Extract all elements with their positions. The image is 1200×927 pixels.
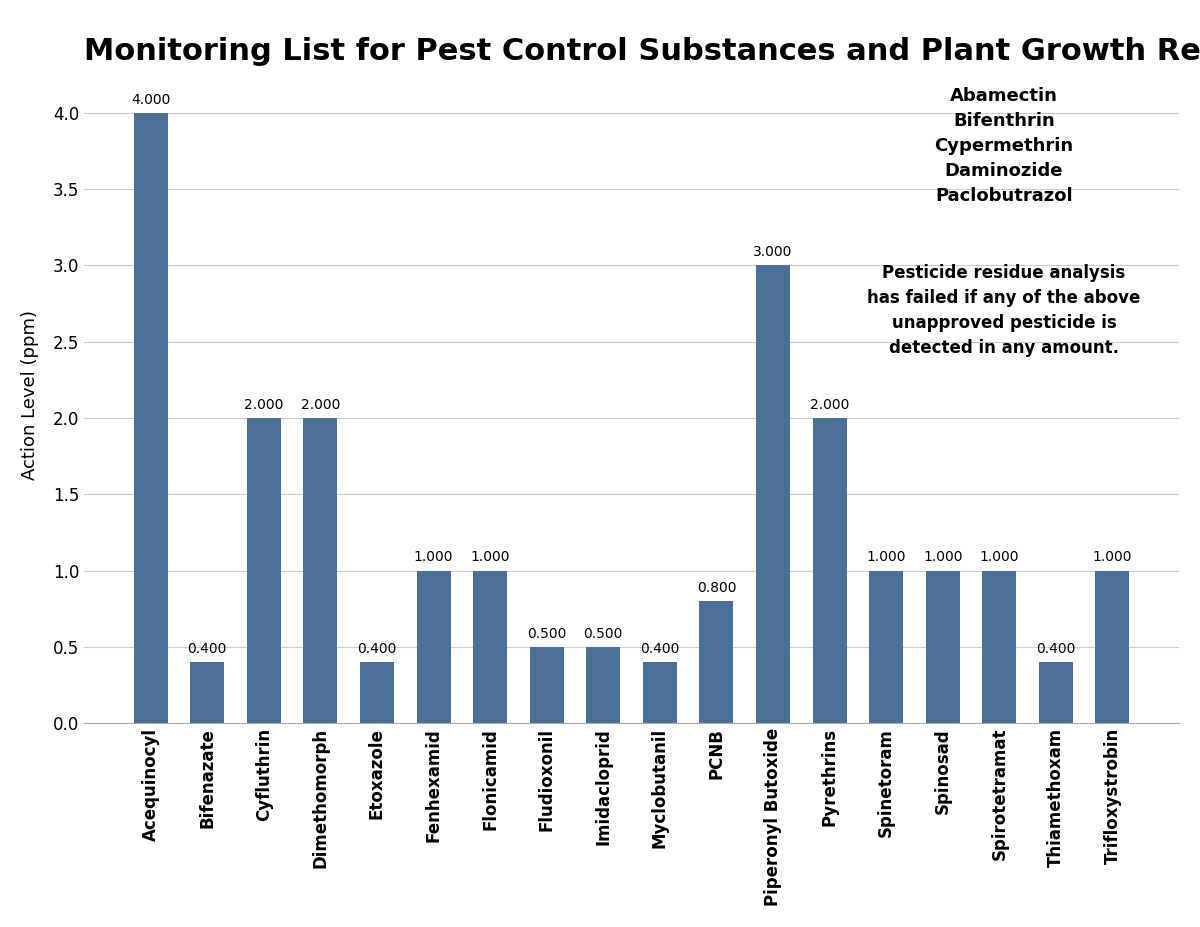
Bar <box>1096 570 1129 723</box>
Text: 0.400: 0.400 <box>1036 641 1075 656</box>
Bar <box>304 418 337 723</box>
Text: 1.000: 1.000 <box>414 551 454 565</box>
Text: 2.000: 2.000 <box>810 398 850 412</box>
Bar <box>191 662 224 723</box>
Bar <box>473 570 508 723</box>
Text: 0.400: 0.400 <box>640 641 679 656</box>
Bar <box>416 570 450 723</box>
Text: Monitoring List for Pest Control Substances and Plant Growth Regulators: Monitoring List for Pest Control Substan… <box>84 37 1200 66</box>
Bar <box>529 647 564 723</box>
Bar <box>756 265 790 723</box>
Text: 0.500: 0.500 <box>527 627 566 641</box>
Text: 2.000: 2.000 <box>244 398 283 412</box>
Text: 4.000: 4.000 <box>131 93 170 107</box>
Bar <box>643 662 677 723</box>
Bar <box>133 113 168 723</box>
Text: 0.800: 0.800 <box>697 581 736 595</box>
Bar <box>360 662 394 723</box>
Text: 1.000: 1.000 <box>866 551 906 565</box>
Text: 0.400: 0.400 <box>358 641 397 656</box>
Text: Abamectin
Bifenthrin
Cypermethrin
Daminozide
Paclobutrazol: Abamectin Bifenthrin Cypermethrin Damino… <box>935 87 1074 205</box>
Y-axis label: Action Level (ppm): Action Level (ppm) <box>20 311 38 480</box>
Text: 0.400: 0.400 <box>187 641 227 656</box>
Text: 3.000: 3.000 <box>754 246 793 260</box>
Bar <box>587 647 620 723</box>
Text: Pesticide residue analysis
has failed if any of the above
unapproved pesticide i: Pesticide residue analysis has failed if… <box>868 264 1141 357</box>
Text: 1.000: 1.000 <box>923 551 962 565</box>
Bar <box>700 601 733 723</box>
Bar <box>1039 662 1073 723</box>
Bar <box>247 418 281 723</box>
Bar <box>925 570 960 723</box>
Text: 1.000: 1.000 <box>470 551 510 565</box>
Text: 1.000: 1.000 <box>979 551 1019 565</box>
Bar <box>812 418 846 723</box>
Bar <box>869 570 904 723</box>
Text: 1.000: 1.000 <box>1093 551 1132 565</box>
Bar <box>983 570 1016 723</box>
Text: 2.000: 2.000 <box>301 398 340 412</box>
Text: 0.500: 0.500 <box>583 627 623 641</box>
